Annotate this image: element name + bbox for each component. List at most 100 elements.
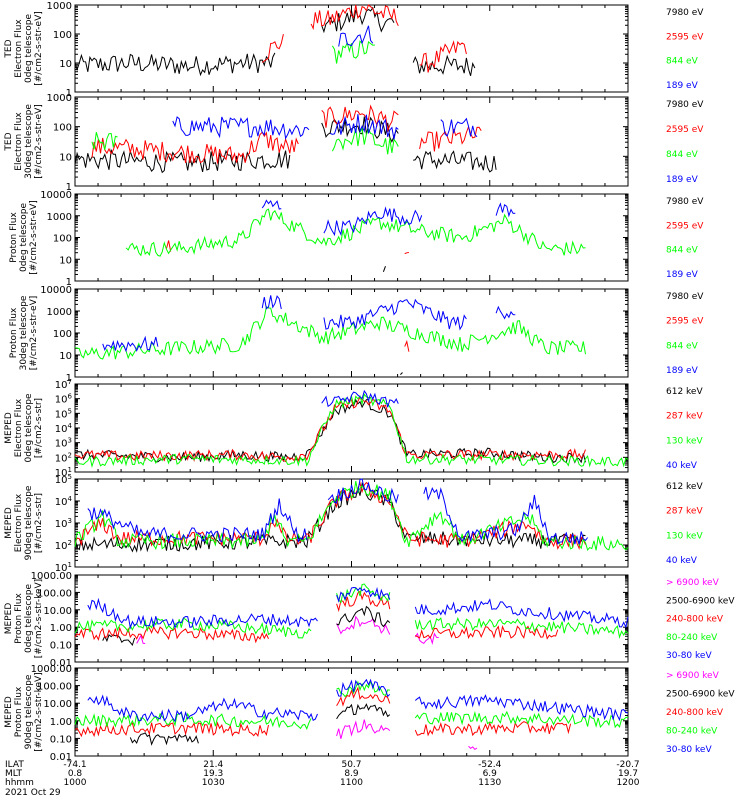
y-axis-label: Electron Flux	[14, 493, 24, 552]
panel-frame	[74, 4, 629, 93]
y-axis-label: 0deg telescope	[24, 393, 34, 463]
y-tick-label: 105	[55, 473, 72, 486]
legend-entry: 2500-6900 keV	[666, 690, 735, 700]
legend-entry: 189 eV	[666, 366, 699, 376]
series-line-0	[74, 481, 586, 553]
legend-entry: 612 keV	[666, 387, 703, 397]
legend-entry: 2595 eV	[666, 32, 704, 42]
y-axis-label: [#/cm2-s-str-eV]	[29, 296, 39, 371]
series-line-0	[74, 116, 497, 174]
panel-frame	[74, 96, 629, 187]
series-line-0	[382, 266, 386, 272]
y-tick-label: 100	[53, 329, 72, 340]
panel-frame	[74, 288, 629, 378]
series-line-3	[321, 389, 399, 408]
y-axis-label: [#/cm2-s-str-keV]	[34, 579, 44, 658]
y-tick-label: 100	[53, 123, 72, 134]
y-tick-label: 0.01	[50, 658, 72, 669]
series-line-2	[74, 305, 586, 360]
series-line-3	[338, 25, 374, 47]
series-line-3	[102, 295, 516, 353]
series-line-1	[74, 396, 586, 463]
series-line-0	[336, 719, 478, 751]
y-tick-label: 1000	[47, 307, 72, 318]
y-tick-label: 0.10	[50, 641, 72, 652]
y-tick-label: 100.00	[37, 588, 72, 599]
legend-entry: 40 keV	[666, 461, 698, 471]
legend-entry: 844 eV	[666, 57, 699, 67]
y-axis-label: TED	[4, 39, 14, 58]
legend-entry: 2595 eV	[666, 125, 704, 135]
footer-row-label: ILAT	[5, 760, 24, 770]
series-line-3	[87, 478, 589, 545]
series-line-0	[74, 398, 586, 464]
legend-entry: 844 eV	[666, 246, 699, 256]
legend-entry: 80-240 keV	[666, 727, 718, 737]
y-axis-label: 30deg telescope	[24, 104, 34, 179]
series-line-2	[74, 590, 559, 644]
y-axis-label: [#/cm2-s-str-eV]	[29, 200, 39, 275]
y-tick-label: 10	[59, 351, 72, 362]
y-axis-label: MEPED	[4, 412, 14, 444]
y-tick-label: 101	[55, 561, 72, 574]
footer-ilat-value: -20.7	[616, 760, 639, 770]
series-line-2	[125, 208, 586, 257]
legend-entry: 7980 eV	[666, 100, 704, 110]
series-line-0	[400, 372, 403, 375]
y-axis-label: 0deg telescope	[24, 14, 34, 84]
y-tick-label: 1000.00	[31, 664, 72, 675]
y-tick-label: 1000	[47, 212, 72, 223]
footer-row-label: MLT	[5, 769, 23, 779]
footer-hhmm-value: 1200	[617, 778, 640, 788]
series-line-2	[91, 126, 399, 155]
series-line-1	[102, 605, 391, 647]
y-axis-label: Proton Flux	[9, 212, 19, 263]
series-line-2	[74, 686, 572, 738]
y-tick-label: 1000	[47, 1, 72, 12]
series-line-1	[166, 240, 409, 255]
y-axis-label: [#/cm2-s-str-eV]	[34, 11, 44, 86]
y-tick-label: 0.10	[50, 734, 72, 745]
series-line-0	[136, 615, 439, 645]
y-tick-label: 0.01	[50, 752, 72, 763]
legend-entry: 40 keV	[666, 556, 698, 566]
y-tick-label: 1	[66, 182, 72, 193]
legend-entry: 130 keV	[666, 436, 703, 446]
legend-entry: 7980 eV	[666, 292, 704, 302]
y-axis-label: 0deg telescope	[19, 203, 29, 273]
footer-row-label: hhmm	[5, 778, 34, 788]
y-axis-label: MEPED	[4, 507, 14, 539]
legend-entry: 287 keV	[666, 412, 703, 422]
legend-entry: 80-240 keV	[666, 633, 718, 643]
y-axis-label: 90deg telescope	[24, 485, 34, 560]
series-line-4	[87, 678, 629, 723]
series-line-4	[87, 586, 629, 630]
footer-hhmm-value: 1030	[202, 778, 225, 788]
series-line-3	[261, 199, 516, 237]
legend-entry: 2500-6900 keV	[666, 596, 735, 606]
y-tick-label: 1000.00	[31, 571, 72, 582]
legend-entry: > 6900 keV	[666, 578, 720, 588]
y-axis-label: Proton Flux	[14, 686, 24, 737]
y-tick-label: 10000	[40, 190, 72, 201]
legend-entry: 240-800 keV	[666, 708, 724, 718]
footer-mlt-value: 19.3	[203, 769, 223, 779]
y-axis-label: 30deg telescope	[19, 295, 29, 370]
footer-ilat-value: -74.1	[63, 760, 86, 770]
legend-entry: > 6900 keV	[666, 671, 720, 681]
y-tick-label: 102	[55, 451, 72, 464]
legend-entry: 287 keV	[666, 507, 703, 517]
y-tick-label: 10.00	[43, 606, 72, 617]
y-axis-label: Proton Flux	[9, 307, 19, 358]
legend-entry: 189 eV	[666, 175, 699, 185]
legend-entry: 7980 eV	[666, 8, 704, 18]
y-axis-label: [#/cm2-s-str-eV]	[34, 104, 44, 179]
y-axis-label: MEPED	[4, 603, 14, 635]
legend-entry: 30-80 keV	[666, 651, 712, 661]
y-tick-label: 10	[59, 59, 72, 70]
legend-entry: 7980 eV	[666, 197, 704, 207]
series-line-3	[74, 680, 629, 730]
y-axis-label: 90deg telescope	[24, 674, 34, 749]
y-tick-label: 105	[55, 407, 72, 420]
legend-entry: 130 keV	[666, 531, 703, 541]
